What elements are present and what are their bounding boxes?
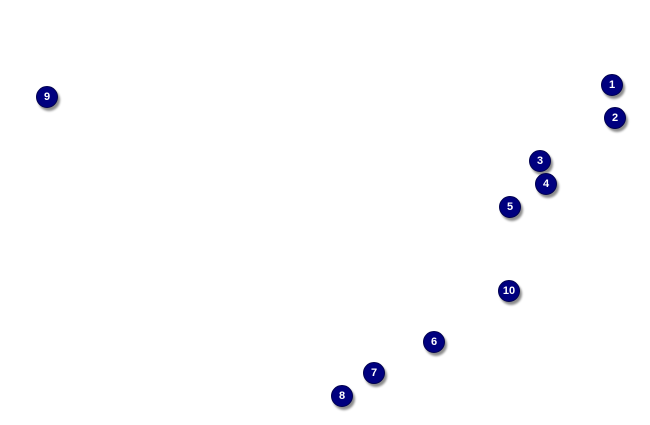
map-marker-1[interactable]: 1 xyxy=(601,74,623,96)
map-marker-6[interactable]: 6 xyxy=(423,331,445,353)
map-marker-3[interactable]: 3 xyxy=(529,150,551,172)
map-marker-9[interactable]: 9 xyxy=(36,86,58,108)
map-marker-10[interactable]: 10 xyxy=(498,280,520,302)
map-marker-5[interactable]: 5 xyxy=(499,196,521,218)
map-marker-8[interactable]: 8 xyxy=(331,385,353,407)
map-marker-4[interactable]: 4 xyxy=(535,173,557,195)
map-marker-7[interactable]: 7 xyxy=(363,362,385,384)
map-marker-2[interactable]: 2 xyxy=(604,107,626,129)
